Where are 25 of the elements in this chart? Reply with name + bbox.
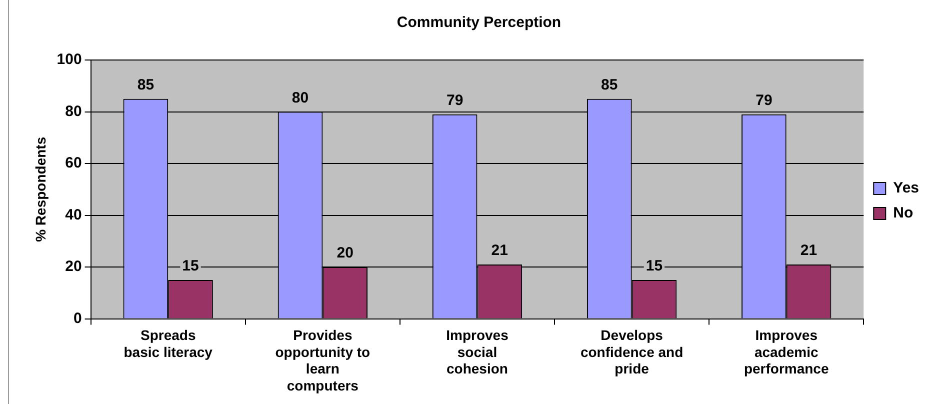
- y-tick-label: 40: [65, 206, 82, 224]
- y-tick-label: 20: [65, 258, 82, 276]
- y-tick-label: 100: [56, 51, 82, 68]
- legend-label: Yes: [893, 180, 920, 197]
- x-tick-label: Spreads basic literacy: [124, 327, 213, 360]
- data-label: 15: [182, 258, 199, 275]
- data-label: 21: [491, 242, 508, 260]
- y-tick-label: 0: [73, 310, 82, 327]
- y-tick-label: 80: [65, 102, 82, 120]
- data-label: 85: [137, 76, 154, 94]
- chart-title: Community Perception: [396, 14, 562, 32]
- y-tick-label: 60: [65, 154, 82, 172]
- data-label: 21: [800, 242, 818, 260]
- x-tick-label: Provides opportunity to learn computers: [275, 327, 370, 394]
- data-label: 79: [756, 92, 772, 109]
- x-tick-label: Improves academic performance: [744, 327, 829, 377]
- data-label: 15: [646, 258, 663, 275]
- data-label: 79: [446, 92, 464, 109]
- legend-label: No: [893, 204, 914, 222]
- data-label: 85: [601, 76, 618, 94]
- y-axis-title: % Respondents: [32, 136, 48, 242]
- data-label: 80: [292, 89, 309, 106]
- x-tick-label: Develops confidence and pride: [580, 327, 684, 377]
- data-label: 20: [336, 244, 354, 262]
- x-tick-label: Improves social cohesion: [446, 327, 509, 377]
